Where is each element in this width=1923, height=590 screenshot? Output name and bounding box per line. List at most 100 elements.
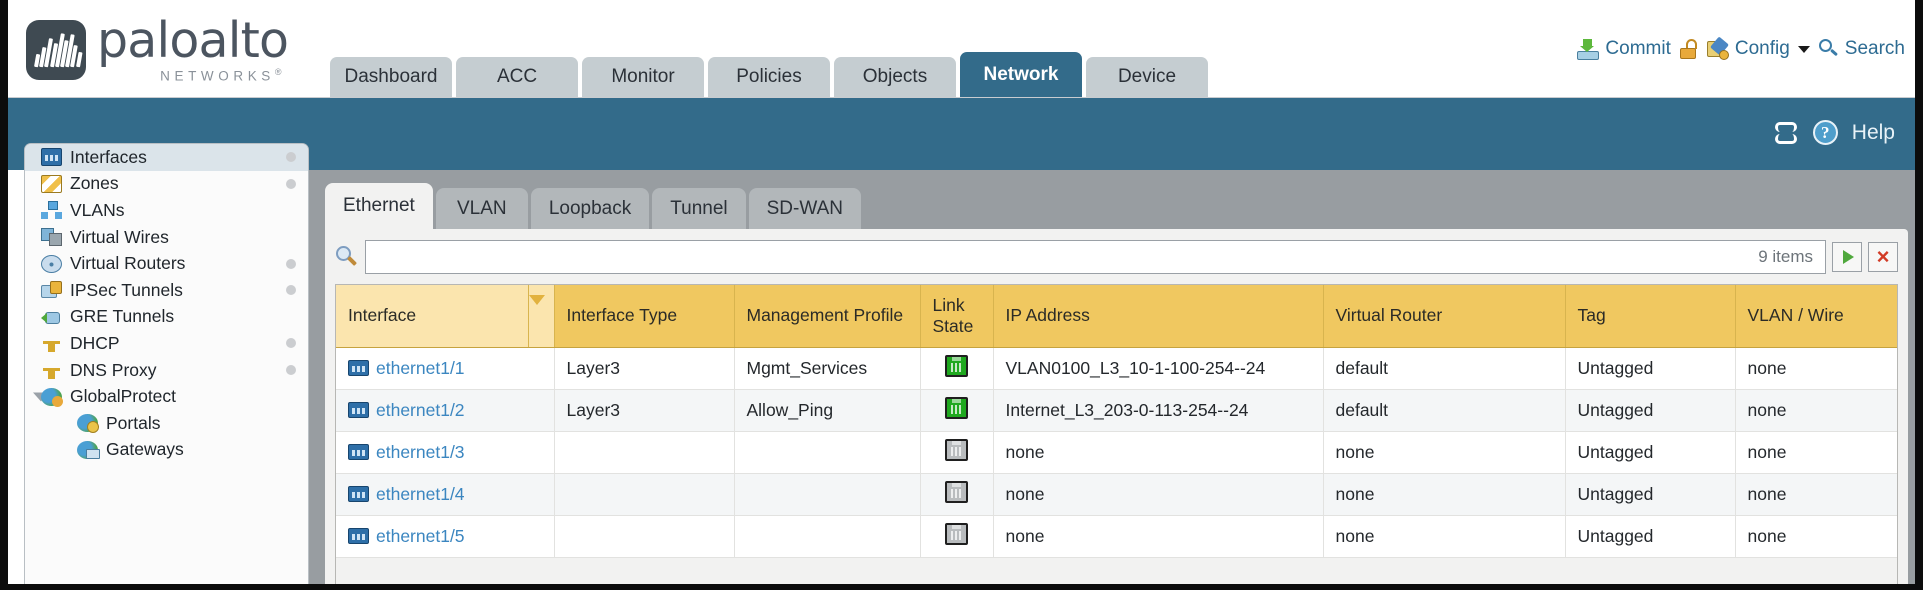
sidebar-item-virtual-wires[interactable]: Virtual Wires [25, 224, 308, 251]
cell-management-profile: Mgmt_Services [734, 347, 921, 390]
search-label: Search [1844, 38, 1905, 59]
cell-interface[interactable]: ethernet1/3 [336, 431, 555, 474]
link-state-up-icon [945, 396, 968, 419]
refresh-icon[interactable] [1773, 121, 1799, 144]
cell-virtual-router: none [1323, 473, 1566, 516]
interface-link[interactable]: ethernet1/2 [376, 399, 465, 420]
search-field-wrapper[interactable]: 9 items [365, 240, 1826, 274]
tab-device[interactable]: Device [1086, 57, 1208, 97]
zones-icon [41, 174, 62, 193]
sidebar-navigation: Interfaces Zones VLANs Virtual Wires Vir… [24, 143, 309, 590]
lock-button[interactable] [1679, 39, 1698, 59]
sidebar-item-vlans[interactable]: VLANs [25, 197, 308, 224]
cell-link-state [920, 347, 994, 390]
tab-monitor[interactable]: Monitor [582, 57, 704, 97]
sidebar-item-interfaces[interactable]: Interfaces [25, 144, 308, 171]
tab-network[interactable]: Network [960, 52, 1082, 97]
brand-logo[interactable]: paloalto NETWORKS® [26, 12, 289, 84]
link-state-down-icon [945, 522, 968, 545]
sidebar-item-gre-tunnels[interactable]: GRE Tunnels [25, 304, 308, 331]
sidebar-status-dot [286, 365, 296, 376]
sidebar-item-label: Interfaces [70, 146, 147, 167]
tab-sd-wan[interactable]: SD-WAN [748, 188, 861, 229]
tab-loopback[interactable]: Loopback [530, 188, 650, 229]
table-row[interactable]: ethernet1/1 Layer3 Mgmt_Services VLAN010… [336, 347, 1897, 390]
cell-vlan-wire: none [1735, 473, 1897, 516]
interface-link[interactable]: ethernet1/1 [376, 357, 465, 378]
interfaces-table-wrapper: Interface Interface Type Management Prof… [335, 284, 1898, 584]
sidebar-item-ipsec-tunnels[interactable]: IPSec Tunnels [25, 277, 308, 304]
search-input[interactable] [366, 241, 1759, 273]
sidebar-item-label: DHCP [70, 332, 120, 353]
search-button[interactable]: Search [1818, 38, 1905, 60]
sidebar-status-dot [286, 338, 296, 349]
link-state-down-icon [945, 438, 968, 461]
virtual-routers-icon [41, 254, 62, 273]
apply-filter-button[interactable] [1832, 242, 1862, 272]
link-state-down-icon [945, 480, 968, 503]
window-bottom-edge [0, 584, 1923, 590]
tab-ethernet[interactable]: Ethernet [325, 183, 433, 229]
cell-interface-type [554, 515, 735, 558]
interface-link[interactable]: ethernet1/3 [376, 441, 465, 462]
tab-vlan[interactable]: VLAN [435, 188, 528, 229]
column-header-link-state[interactable]: Link State [920, 285, 994, 348]
clear-filter-button[interactable]: × [1868, 242, 1898, 272]
tab-dashboard[interactable]: Dashboard [330, 57, 452, 97]
cell-interface[interactable]: ethernet1/5 [336, 515, 555, 558]
config-menu[interactable]: Config [1706, 35, 1810, 60]
sidebar-item-gateways[interactable]: Gateways [25, 437, 308, 464]
commit-button[interactable]: Commit [1577, 38, 1671, 60]
column-sort-caret[interactable] [528, 285, 555, 348]
sidebar-item-virtual-routers[interactable]: Virtual Routers [25, 250, 308, 277]
sidebar-item-globalprotect[interactable]: GlobalProtect [25, 383, 308, 410]
cell-interface[interactable]: ethernet1/1 [336, 347, 555, 390]
tab-objects[interactable]: Objects [834, 57, 956, 97]
interface-link[interactable]: ethernet1/5 [376, 525, 465, 546]
column-header-vlan-wire[interactable]: VLAN / Wire [1735, 285, 1897, 348]
column-header-interface[interactable]: Interface [336, 285, 529, 348]
window-left-edge [0, 0, 8, 590]
commit-label: Commit [1605, 38, 1671, 59]
sidebar-status-dot [286, 285, 296, 296]
column-header-interface-type[interactable]: Interface Type [554, 285, 735, 348]
sidebar-item-dns-proxy[interactable]: DNS Proxy [25, 357, 308, 384]
table-row[interactable]: ethernet1/4 none none Untagged none [336, 473, 1897, 516]
cell-interface[interactable]: ethernet1/2 [336, 389, 555, 432]
sidebar-item-label: DNS Proxy [70, 359, 157, 380]
filter-bar: 9 items × [335, 239, 1898, 275]
cell-tag: Untagged [1565, 389, 1736, 432]
sidebar-item-label: GlobalProtect [70, 386, 177, 407]
sidebar-item-zones[interactable]: Zones [25, 171, 308, 198]
main-content-area: Ethernet VLAN Loopback Tunnel SD-WAN 9 i… [309, 170, 1923, 590]
cell-virtual-router: default [1323, 389, 1566, 432]
sidebar-item-portals[interactable]: Portals [25, 410, 308, 437]
brand-name: paloalto [97, 12, 289, 69]
interfaces-table: Interface Interface Type Management Prof… [336, 285, 1897, 558]
column-header-management-profile[interactable]: Management Profile [734, 285, 921, 348]
top-toolbar: Commit Config Search [1577, 35, 1905, 60]
sidebar-item-label: Virtual Wires [70, 226, 169, 247]
sidebar-status-dot [286, 178, 296, 189]
column-header-ip-address[interactable]: IP Address [993, 285, 1324, 348]
help-circle-icon[interactable]: ? [1812, 120, 1838, 145]
sidebar-item-label: GRE Tunnels [70, 306, 175, 327]
cell-management-profile [734, 473, 921, 516]
help-link[interactable]: Help [1851, 120, 1895, 144]
paloalto-logo-icon [26, 19, 86, 80]
table-row[interactable]: ethernet1/5 none none Untagged none [336, 515, 1897, 558]
cell-management-profile [734, 515, 921, 558]
interface-link[interactable]: ethernet1/4 [376, 483, 465, 504]
tab-policies[interactable]: Policies [708, 57, 830, 97]
cell-vlan-wire: none [1735, 389, 1897, 432]
table-row[interactable]: ethernet1/3 none none Untagged none [336, 431, 1897, 474]
cell-interface-type [554, 473, 735, 516]
tab-acc[interactable]: ACC [456, 57, 578, 97]
column-header-tag[interactable]: Tag [1565, 285, 1736, 348]
column-header-virtual-router[interactable]: Virtual Router [1323, 285, 1566, 348]
cell-interface[interactable]: ethernet1/4 [336, 473, 555, 516]
tab-tunnel[interactable]: Tunnel [652, 188, 746, 229]
sidebar-item-dhcp[interactable]: DHCP [25, 330, 308, 357]
table-row[interactable]: ethernet1/2 Layer3 Allow_Ping Internet_L… [336, 389, 1897, 432]
cell-tag: Untagged [1565, 431, 1736, 474]
